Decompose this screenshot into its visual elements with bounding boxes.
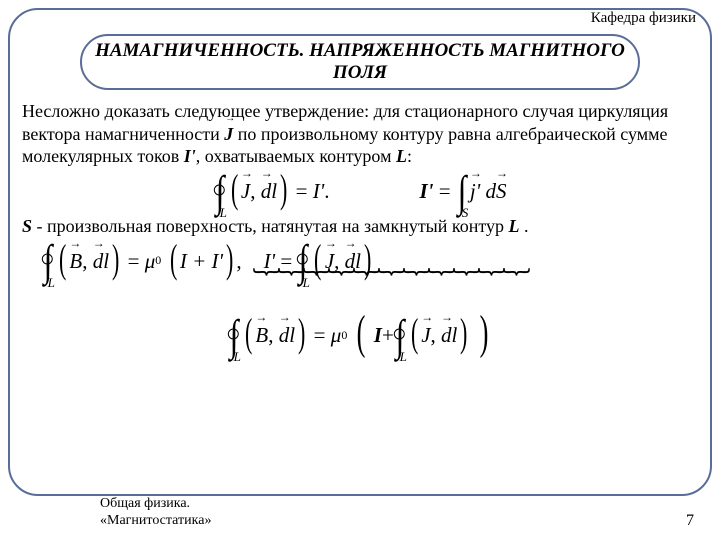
text-S: - произвольная поверхность, натянутая на… <box>37 216 509 236</box>
vec-J2: J <box>325 248 334 274</box>
eq3: ∫L ( B , dl ) = μ0 ( I + ∫L ( J , dl ) ) <box>228 318 492 353</box>
vec-dl5: dl <box>441 322 457 348</box>
vec-dl3: dl <box>345 248 361 274</box>
oint2-icon: ∫L <box>44 243 53 278</box>
eq1-left: ∫L ( J , dl ) = I' . <box>214 174 330 209</box>
vec-dl4: dl <box>279 322 295 348</box>
eq1-right: I' = ∫S j' d S <box>419 174 506 209</box>
rparen: ) <box>280 175 287 203</box>
Iprime-2: I' <box>419 178 433 204</box>
equation-row-2: ∫L ( B , dl ) = μ0 ( I + I' ) , I' = ∫L … <box>42 243 698 278</box>
L-bold: L <box>509 216 520 236</box>
I-plus-Iprime: I + I' <box>180 248 223 274</box>
vec-J: J <box>241 178 250 204</box>
equation-row-3: ∫L ( B , dl ) = μ0 ( I + ∫L ( J , dl ) ) <box>22 318 698 353</box>
Iprime-1: I' <box>313 178 324 204</box>
mu2: μ <box>331 322 342 348</box>
title-container: НАМАГНИЧЕННОСТЬ. НАПРЯЖЕННОСТЬ МАГНИТНОГ… <box>80 34 640 90</box>
footer-line2: «Магнитостатика» <box>100 513 211 530</box>
footer-line1: Общая физика. <box>100 496 211 513</box>
page-number: 7 <box>686 512 694 530</box>
dot1: , <box>250 178 255 204</box>
equals2: = <box>439 178 451 204</box>
vec-dl: dl <box>261 178 277 204</box>
department-label: Кафедра физики <box>591 10 696 27</box>
equals: = <box>296 178 308 204</box>
footer: Общая физика. «Магнитостатика» <box>100 496 211 530</box>
int-icon: ∫S <box>458 174 467 209</box>
colon: : <box>407 146 412 166</box>
vector-J-inline: J <box>224 123 233 146</box>
period1: . <box>324 178 329 204</box>
vec-B: B <box>69 248 82 274</box>
oint4-icon: ∫L <box>230 318 239 353</box>
I-big: I <box>374 322 382 348</box>
vec-J3: J <box>421 322 430 348</box>
title-text: НАМАГНИЧЕННОСТЬ. НАПРЯЖЕННОСТЬ МАГНИТНОГ… <box>82 40 638 84</box>
paragraph-1: Несложно доказать следующее утверждение:… <box>22 100 698 168</box>
text-1c: , охватываемых контуром <box>196 146 396 166</box>
oint3-icon: ∫L <box>299 243 308 278</box>
vec-jprime: j' <box>470 178 480 204</box>
paragraph-2: S - произвольная поверхность, натянутая … <box>22 215 698 238</box>
oint5-icon: ∫L <box>396 318 405 353</box>
mu: μ <box>145 248 156 274</box>
equation-row-1: ∫L ( J , dl ) = I' . I' = ∫S j' d S <box>22 174 698 209</box>
content-body: Несложно доказать следующее утверждение:… <box>22 100 698 353</box>
S-bold: S <box>22 216 32 236</box>
L-symbol: L <box>396 146 407 166</box>
lparen: ( <box>231 175 238 203</box>
d-text: d <box>485 178 496 204</box>
vec-B2: B <box>255 322 268 348</box>
oint-icon: ∫L <box>215 174 224 209</box>
vec-S: S <box>496 178 507 204</box>
dot-end: . <box>524 216 529 236</box>
I-prime-inline: I' <box>184 146 196 166</box>
eq2-left: ∫L ( B , dl ) = μ0 ( I + I' ) , <box>42 243 242 278</box>
vec-dl2: dl <box>93 248 109 274</box>
